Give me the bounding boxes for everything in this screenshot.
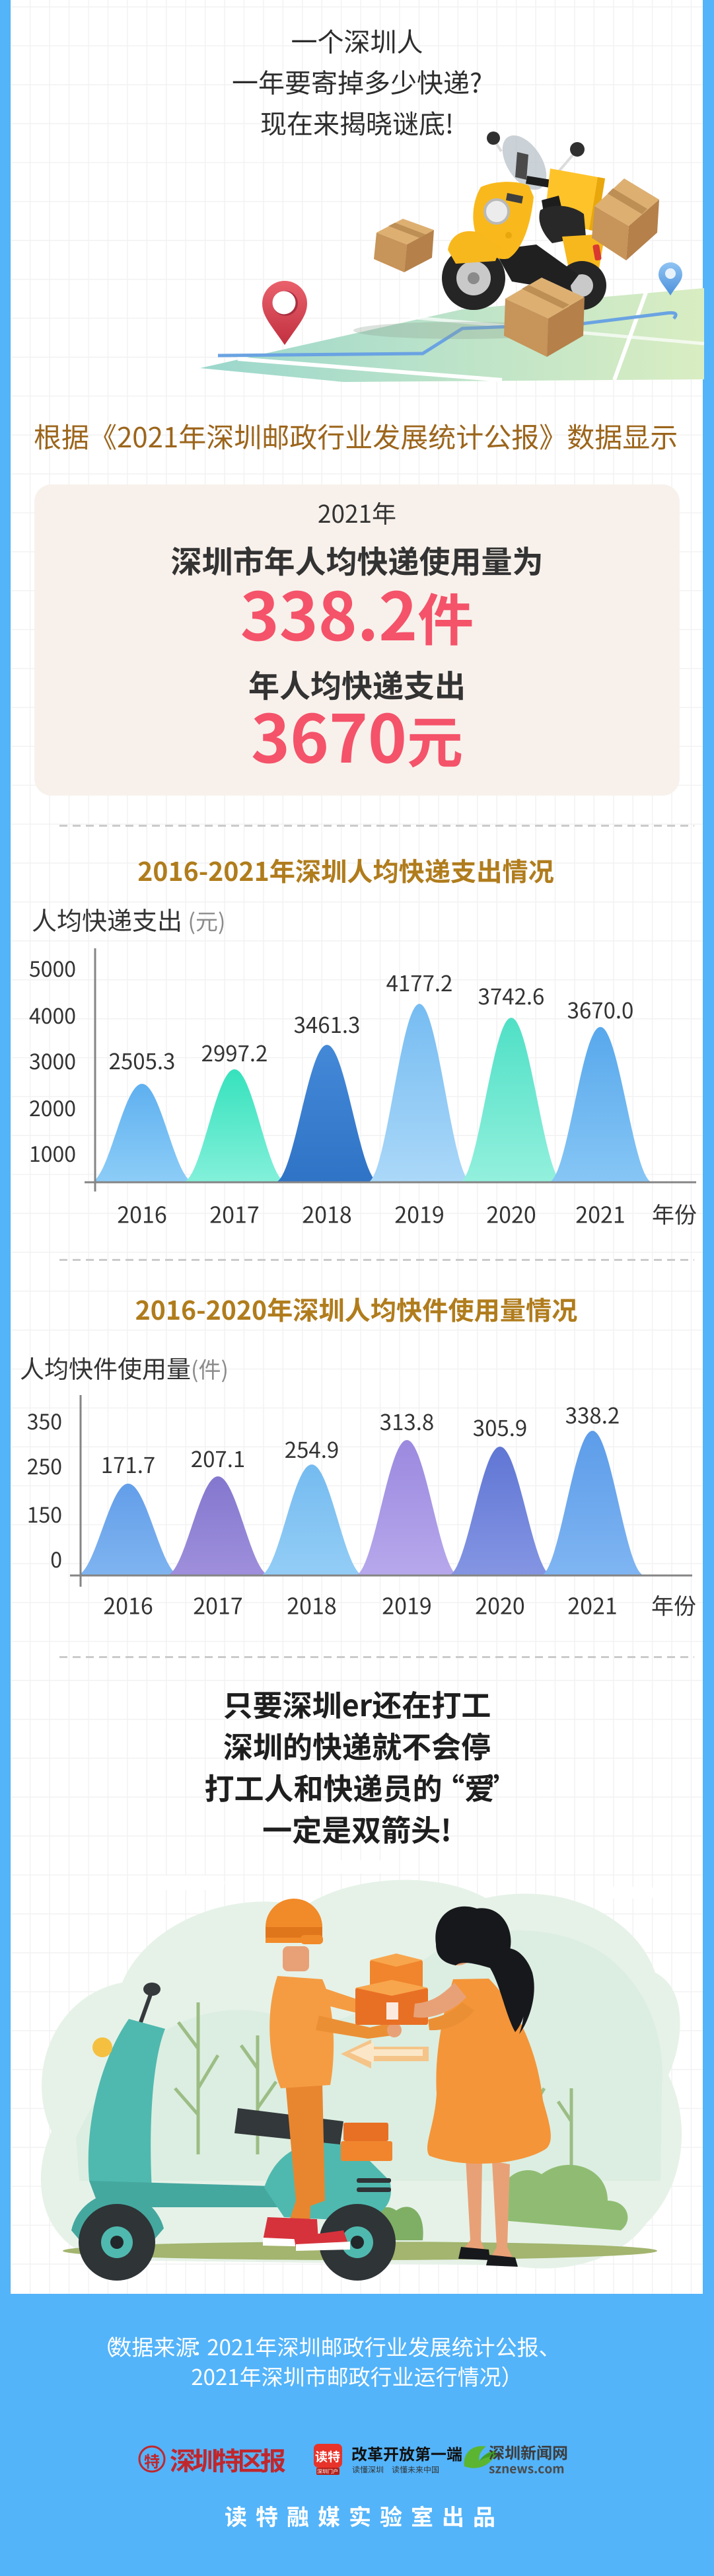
- svg-text:改革开放第一端: 改革开放第一端: [351, 2442, 462, 2465]
- svg-text:1000: 1000: [29, 1138, 76, 1168]
- svg-text:特: 特: [144, 2449, 160, 2472]
- svg-text:年份: 年份: [651, 1589, 696, 1621]
- svg-text:3000: 3000: [29, 1045, 76, 1076]
- svg-text:2020: 2020: [486, 1197, 536, 1230]
- svg-text:读特: 读特: [315, 2448, 340, 2466]
- svg-text:3742.6: 3742.6: [478, 979, 545, 1011]
- svg-text:338.2: 338.2: [565, 1398, 620, 1430]
- svg-text:5000: 5000: [29, 953, 76, 983]
- svg-text:3670.0: 3670.0: [567, 993, 634, 1025]
- svg-text:2017: 2017: [193, 1589, 242, 1621]
- svg-text:3461.3: 3461.3: [294, 1008, 361, 1040]
- svg-text:171.7: 171.7: [101, 1448, 155, 1480]
- svg-text:读懂深圳 读懂未来中国: 读懂深圳 读懂未来中国: [352, 2464, 439, 2476]
- svg-text:2019: 2019: [382, 1589, 431, 1621]
- svg-text:250: 250: [27, 1451, 62, 1481]
- svg-text:2997.2: 2997.2: [201, 1036, 268, 1068]
- svg-text:年份: 年份: [652, 1197, 697, 1230]
- svg-text:2000: 2000: [29, 1092, 76, 1123]
- svg-text:0: 0: [50, 1544, 62, 1574]
- svg-text:350: 350: [27, 1406, 62, 1436]
- svg-text:深圳门户: 深圳门户: [317, 2468, 338, 2476]
- svg-text:313.8: 313.8: [380, 1405, 434, 1437]
- svg-text:2018: 2018: [302, 1197, 351, 1230]
- svg-text:2020: 2020: [475, 1589, 524, 1621]
- svg-text:4000: 4000: [29, 1000, 76, 1030]
- svg-text:2505.3: 2505.3: [109, 1044, 176, 1076]
- svg-text:2016: 2016: [103, 1589, 153, 1621]
- svg-text:2021: 2021: [575, 1197, 625, 1230]
- svg-text:2017: 2017: [209, 1197, 259, 1230]
- svg-text:150: 150: [27, 1499, 62, 1529]
- svg-text:305.9: 305.9: [473, 1411, 527, 1443]
- svg-text:254.9: 254.9: [285, 1433, 339, 1464]
- svg-text:深圳新闻网: 深圳新闻网: [489, 2441, 568, 2464]
- svg-text:2019: 2019: [394, 1197, 444, 1230]
- svg-text:2016: 2016: [117, 1197, 166, 1230]
- svg-text:sznews.com: sznews.com: [489, 2460, 565, 2478]
- svg-text:2018: 2018: [287, 1589, 336, 1621]
- svg-text:2021: 2021: [567, 1589, 617, 1621]
- svg-text:4177.2: 4177.2: [386, 966, 453, 998]
- svg-text:深圳特区报: 深圳特区报: [170, 2441, 286, 2478]
- svg-text:207.1: 207.1: [191, 1442, 245, 1474]
